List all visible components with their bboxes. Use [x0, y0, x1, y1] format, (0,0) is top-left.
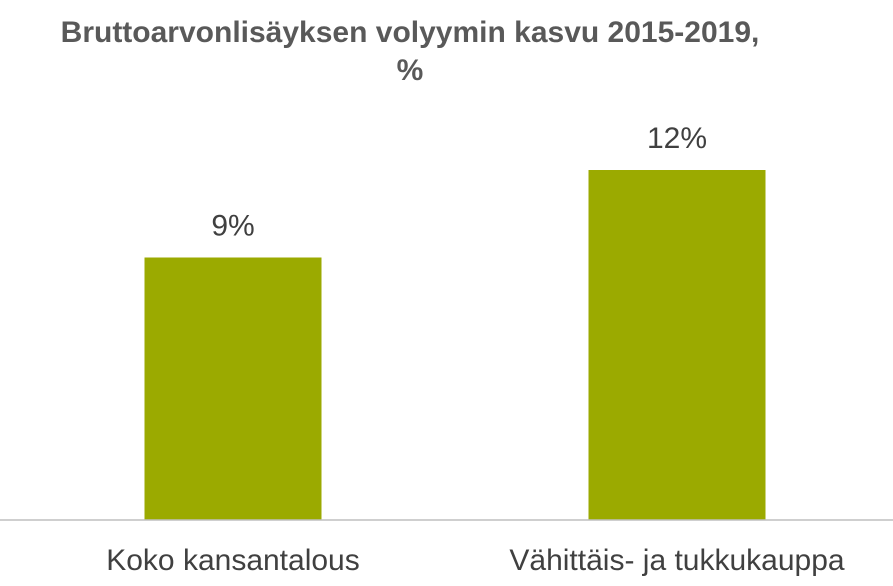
x-tick-label: Koko kansantalous — [106, 544, 360, 577]
bar — [588, 170, 766, 520]
x-tick-label: Vähittäis- ja tukkukauppa — [509, 544, 845, 577]
data-label: 9% — [211, 209, 254, 242]
data-label: 12% — [647, 122, 707, 155]
bar — [144, 257, 322, 520]
chart-title: Bruttoarvonlisäyksen volyymin kasvu 2015… — [60, 16, 760, 87]
